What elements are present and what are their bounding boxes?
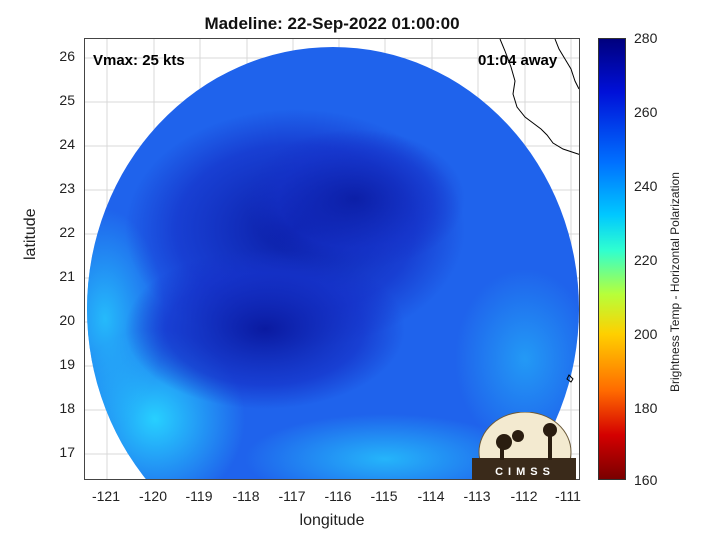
x-tick-label: -111 bbox=[555, 488, 581, 504]
x-tick-label: -119 bbox=[185, 488, 213, 504]
vmax-annotation: Vmax: 25 kts bbox=[93, 52, 185, 69]
colorbar-tick-label: 160 bbox=[634, 472, 658, 488]
colorbar-tick-label: 200 bbox=[634, 326, 658, 342]
time-away-annotation: 01:04 away bbox=[478, 52, 558, 69]
y-tick-label: 20 bbox=[59, 312, 75, 328]
x-tick-label: -116 bbox=[324, 488, 352, 504]
x-tick-label: -112 bbox=[510, 488, 538, 504]
y-tick-label: 19 bbox=[59, 356, 75, 372]
y-tick-label: 23 bbox=[59, 180, 75, 196]
coastline bbox=[499, 39, 579, 383]
y-tick-label: 17 bbox=[59, 444, 75, 460]
x-axis-label: longitude bbox=[299, 512, 365, 529]
colorbar-tick-label: 260 bbox=[634, 104, 658, 120]
x-tick-label: -114 bbox=[417, 488, 445, 504]
x-tick-label: -115 bbox=[370, 488, 398, 504]
y-tick-label: 25 bbox=[59, 92, 75, 108]
colorbar-title: Brightness Temp - Horizontal Polarizatio… bbox=[668, 172, 682, 392]
logo-text: CIMSS bbox=[495, 466, 555, 478]
colorbar bbox=[598, 38, 626, 480]
plot-area bbox=[84, 38, 580, 480]
y-tick-label: 21 bbox=[59, 268, 75, 284]
brightness-swath bbox=[87, 47, 579, 479]
y-axis-label: latitude bbox=[22, 208, 39, 260]
x-tick-label: -121 bbox=[91, 488, 121, 504]
colorbar-tick-label: 180 bbox=[634, 400, 658, 416]
chart-title: Madeline: 22-Sep-2022 01:00:00 bbox=[204, 14, 460, 33]
x-tick-label: -120 bbox=[138, 488, 168, 504]
colorbar-tick-label: 240 bbox=[634, 178, 658, 194]
y-tick-label: 26 bbox=[59, 48, 75, 64]
colorbar-tick-label: 220 bbox=[634, 252, 658, 268]
y-tick-label: 24 bbox=[59, 136, 75, 152]
y-tick-label: 22 bbox=[59, 224, 75, 240]
x-tick-label: -113 bbox=[463, 488, 491, 504]
cimss-logo: CIMSS bbox=[470, 411, 580, 493]
y-tick-label: 18 bbox=[59, 400, 75, 416]
colorbar-tick-label: 280 bbox=[634, 30, 658, 46]
x-tick-label: -117 bbox=[278, 488, 306, 504]
swath-map bbox=[85, 39, 579, 479]
x-tick-label: -118 bbox=[232, 488, 260, 504]
